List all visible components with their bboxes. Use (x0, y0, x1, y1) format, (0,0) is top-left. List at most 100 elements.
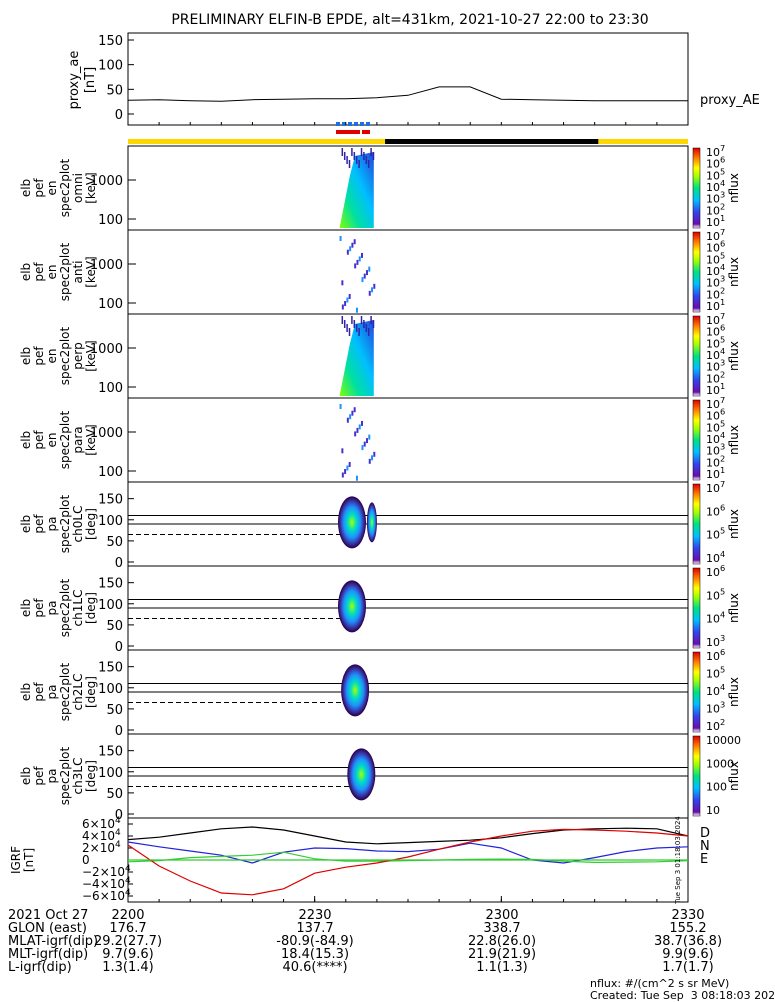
spec-noise (351, 148, 353, 156)
spec-noise (351, 316, 353, 324)
igrf-ytick-label: −4×104 (82, 876, 131, 891)
colorbar (692, 483, 701, 565)
spec-panel-frame (127, 229, 689, 315)
spec-ylabel-line: [keV] (84, 172, 98, 203)
colorbar-tick-label: 107 (706, 395, 725, 411)
spec-ylabel-line: ch2LC (71, 674, 85, 711)
spec-data (371, 455, 374, 461)
colorbar-tick-label: 106 (706, 563, 725, 579)
spec-data (339, 404, 342, 409)
colorbar (692, 567, 701, 649)
igrf-ytick-label: −6×104 (82, 888, 131, 903)
colorbar-tick-label: 1000 (706, 757, 734, 770)
state-bar-black (385, 139, 599, 144)
spec-ylabel-line: spec2plot (58, 494, 72, 553)
igrf-ytick-label: 6×104 (82, 816, 121, 831)
pa-data (338, 496, 366, 549)
spec-noise (346, 156, 348, 164)
spec-ylabel-line: pef (32, 262, 46, 282)
table-row-label: MLAT-igrf(dip) (8, 934, 99, 949)
spec-data (358, 424, 361, 430)
spec-data (344, 469, 347, 474)
spec-ytick-label: 150 (98, 493, 123, 508)
colorbar-tick-label: 104 (706, 178, 725, 194)
table-cell: 2300 (485, 908, 519, 923)
table-cell: 2330 (671, 908, 705, 923)
table-row-label: MLT-igrf(dip) (8, 947, 89, 962)
spec-ylabel-line: [deg] (84, 760, 98, 792)
spec-noise (355, 324, 358, 332)
spec-data (341, 304, 344, 310)
colorbar-tick-label: 102 (706, 453, 725, 469)
spec-ylabel-line: spec2plot (58, 746, 72, 805)
science-marker-blue (360, 122, 364, 126)
state-bar-yellow (598, 139, 688, 144)
spec-ytick-label: 100 (98, 213, 123, 228)
spec-ylabel-line: elb (19, 683, 33, 701)
igrf-ylabel-line: [nT] (22, 848, 36, 872)
spec-ytick-label: 50 (106, 703, 123, 718)
spec-noise (358, 328, 360, 336)
spec-ytick-label: 100 (98, 465, 123, 480)
spec-ylabel-line: [keV] (84, 256, 98, 287)
spec-ytick-label: 100 (98, 766, 123, 781)
colorbar-tick-label: 102 (706, 717, 725, 733)
spec-data (351, 410, 354, 416)
spec-ytick-label: 100 (98, 682, 123, 697)
spec-ylabel-line: [deg] (84, 676, 98, 708)
colorbar (692, 315, 701, 397)
spec-data (353, 407, 356, 413)
spec-data (349, 414, 352, 420)
spec-data (354, 263, 357, 269)
colorbar-tick-label: 105 (706, 526, 725, 542)
table-cell: 40.6(****) (282, 960, 348, 975)
colorbar-tick-label: 103 (706, 358, 725, 374)
colorbar-tick-label: 101 (706, 381, 725, 397)
table-row-label: L-igrf(dip) (8, 960, 72, 975)
spec-ytick-label: 0 (115, 640, 123, 655)
spec-noise (360, 148, 363, 156)
table-cell: 1.1(1.3) (476, 960, 528, 975)
colorbar-tick-label: 107 (706, 479, 725, 495)
colorbar-tick-label: 102 (706, 285, 725, 301)
science-marker-red (362, 130, 370, 134)
spec-ylabel-line: elb (19, 767, 33, 785)
spec-ylabel-line: [deg] (84, 508, 98, 540)
spec-ytick-label: 1000 (90, 258, 123, 273)
spec-ylabel-line: pef (32, 682, 46, 702)
spec-data (341, 472, 344, 478)
ae-legend: proxy_AE (700, 93, 760, 108)
spec-ytick-label: 100 (98, 598, 123, 613)
table-cell: 338.7 (483, 921, 521, 936)
colorbar (692, 735, 701, 817)
spec-ylabel-line: spec2plot (58, 578, 72, 637)
spec-data (368, 290, 371, 296)
colorbar-tick-label: 105 (706, 665, 725, 681)
spec-ylabel-line: [keV] (84, 340, 98, 371)
science-marker-blue (366, 122, 370, 126)
spec-panel-frame (127, 145, 689, 231)
spec-ylabel-line: ch3LC (71, 758, 85, 795)
igrf-line-igrf_n (127, 841, 689, 864)
spec-noise (372, 152, 375, 160)
spec-data (346, 297, 349, 303)
spec-ytick-label: 100 (98, 514, 123, 529)
colorbar-tick-label: 102 (706, 201, 725, 217)
spec-ylabel-line: en (45, 181, 59, 196)
colorbar-tick-label: 103 (706, 442, 725, 458)
colorbar-title: nflux (727, 593, 741, 623)
ae-ytick-label: 100 (98, 59, 123, 74)
spec-ytick-label: 150 (98, 577, 123, 592)
spec-ytick-label: 50 (106, 535, 123, 550)
spec-ytick-label: 150 (98, 661, 123, 676)
science-marker-blue (336, 122, 340, 126)
spec-ylabel-line: pef (32, 178, 46, 198)
colorbar-tick-label: 105 (706, 166, 725, 182)
state-bar-yellow (128, 139, 386, 144)
pa-data (338, 580, 366, 633)
spec-panel-frame (127, 313, 689, 399)
table-cell: 137.7 (296, 921, 334, 936)
spec-data (349, 246, 352, 252)
colorbar-tick-label: 104 (706, 346, 725, 362)
spec-ytick-label: 150 (98, 745, 123, 760)
